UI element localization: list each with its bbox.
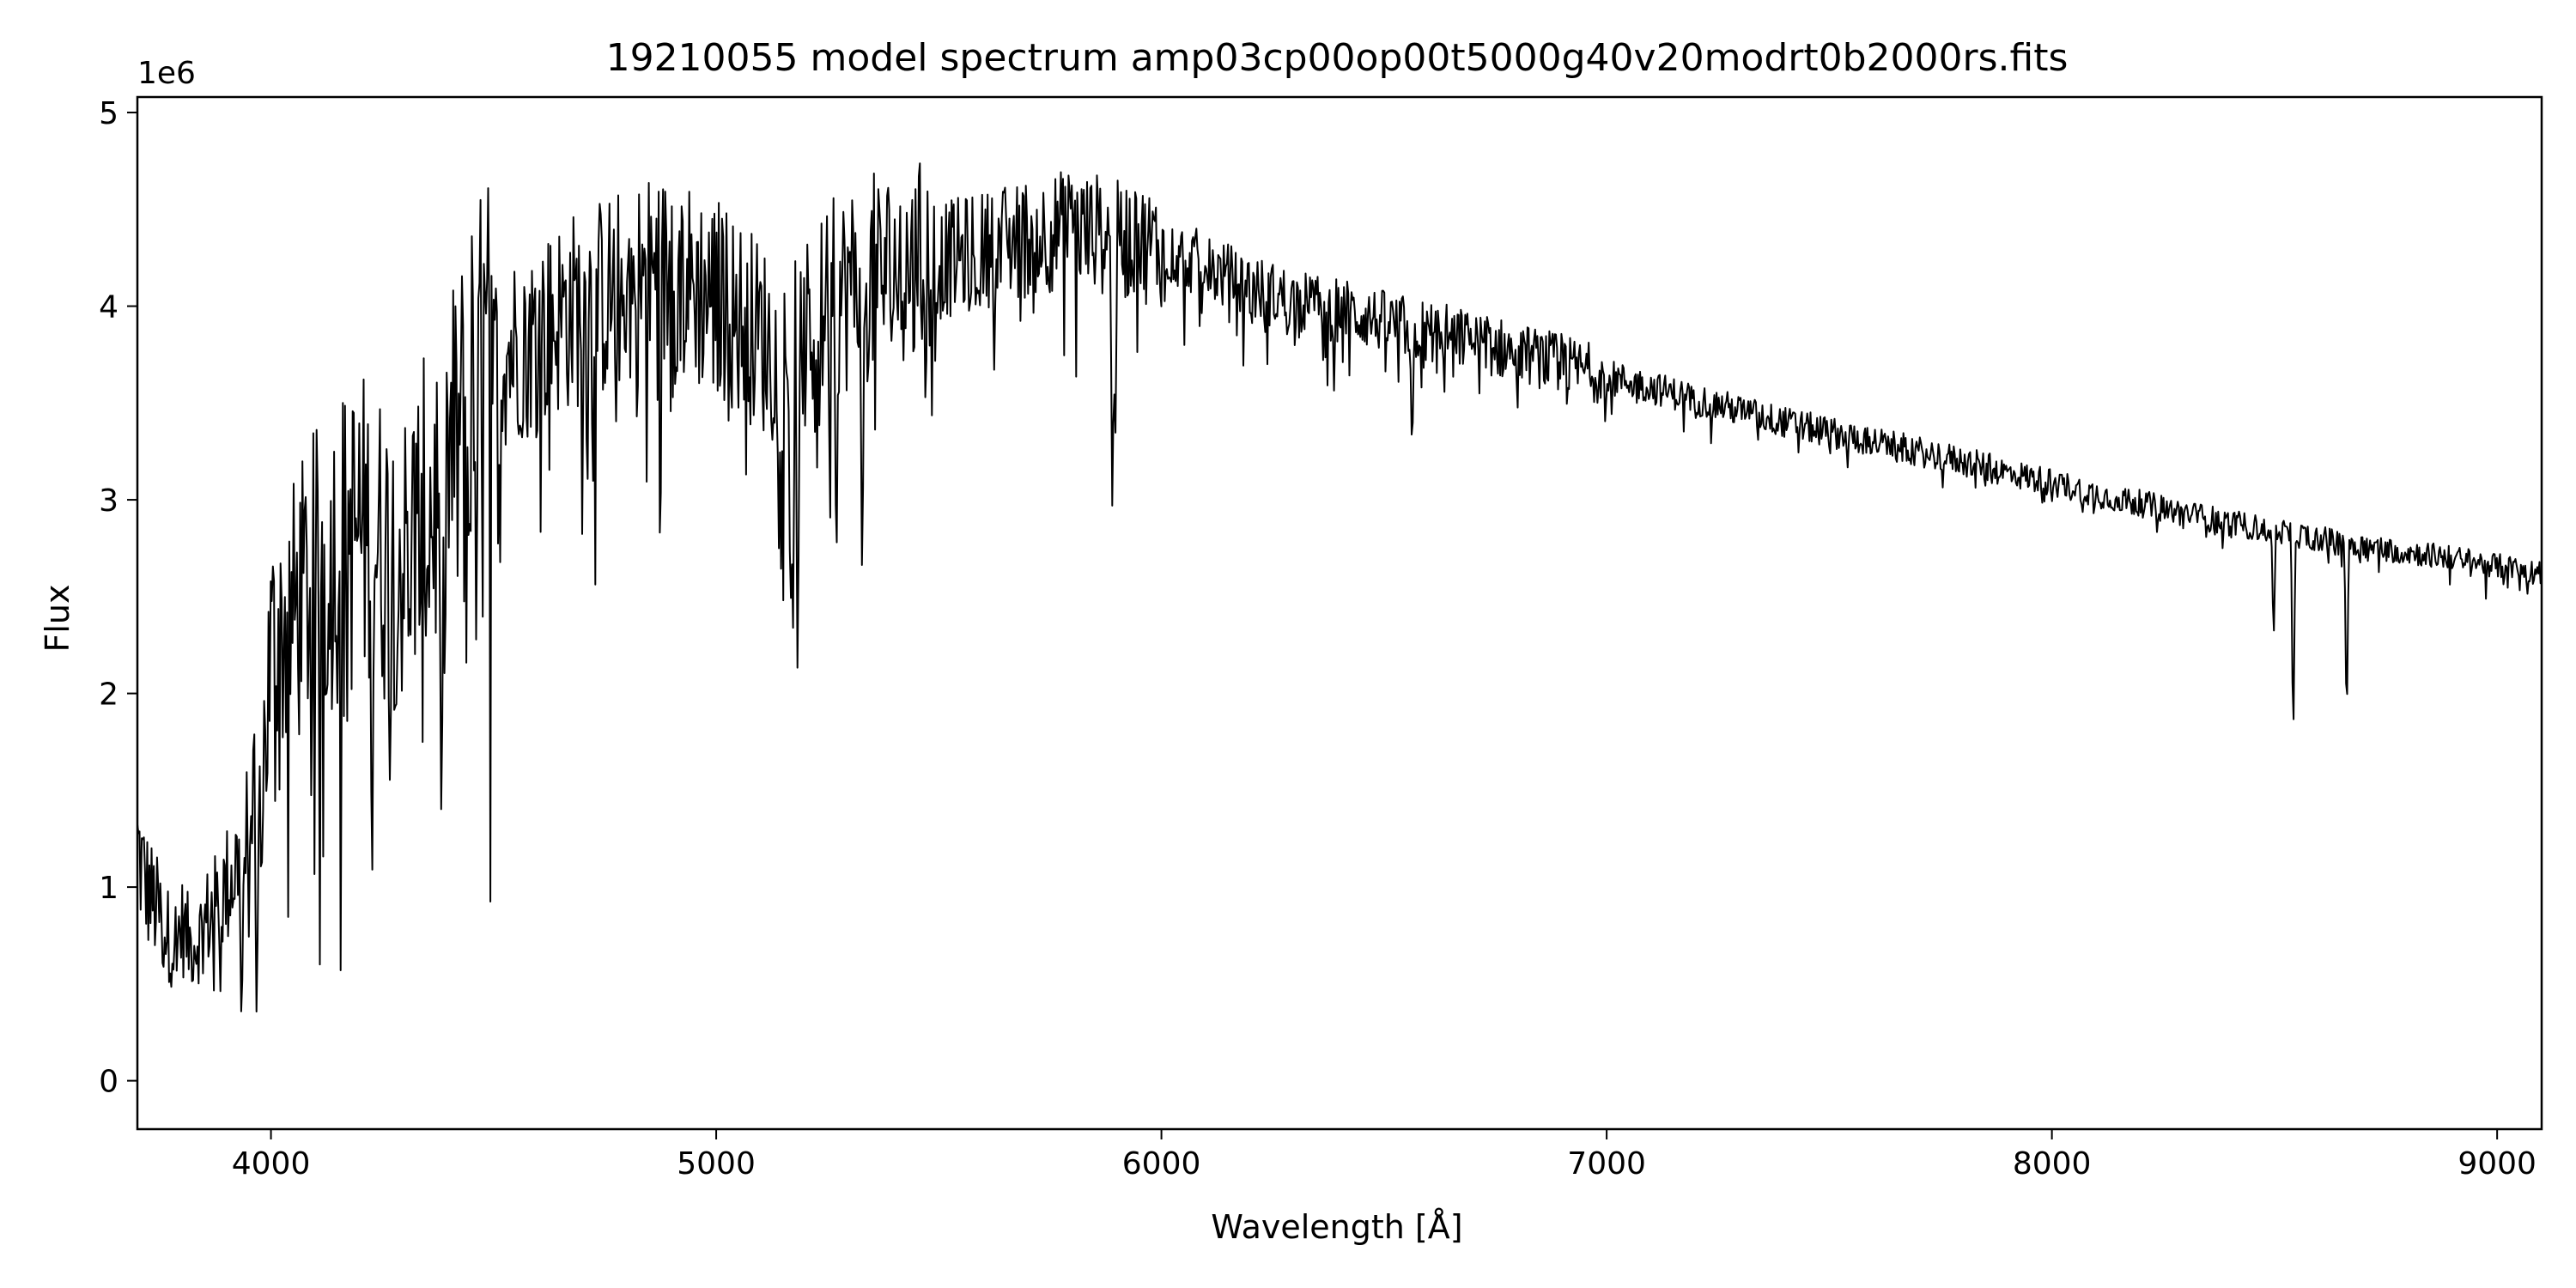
- y-tick-label: 2: [99, 677, 118, 713]
- y-axis-ticks: 0 1 2 3 4 5: [99, 96, 137, 1100]
- x-axis-label: Wavelength [Å]: [1211, 1208, 1462, 1246]
- x-axis-ticks: 4000 5000 6000 7000 8000 9000: [232, 1129, 2537, 1182]
- y-tick-label: 3: [99, 483, 118, 519]
- x-tick-label: 8000: [2013, 1146, 2092, 1182]
- y-tick-label: 1: [99, 871, 118, 906]
- y-tick-label: 5: [99, 96, 118, 131]
- spectrum-line: [137, 162, 2543, 1013]
- x-tick-label: 6000: [1122, 1146, 1201, 1182]
- x-tick-label: 4000: [232, 1146, 311, 1182]
- x-tick-label: 7000: [1567, 1146, 1646, 1182]
- x-tick-label: 9000: [2458, 1146, 2537, 1182]
- y-tick-label: 0: [99, 1065, 118, 1100]
- plot-frame: [136, 95, 2543, 1131]
- chart-title: 19210055 model spectrum amp03cp00op00t50…: [606, 36, 2069, 80]
- y-tick-label: 4: [99, 290, 118, 325]
- y-axis-label: Flux: [39, 585, 76, 653]
- y-axis-offset-label: 1e6: [137, 56, 196, 91]
- x-tick-label: 5000: [677, 1146, 756, 1182]
